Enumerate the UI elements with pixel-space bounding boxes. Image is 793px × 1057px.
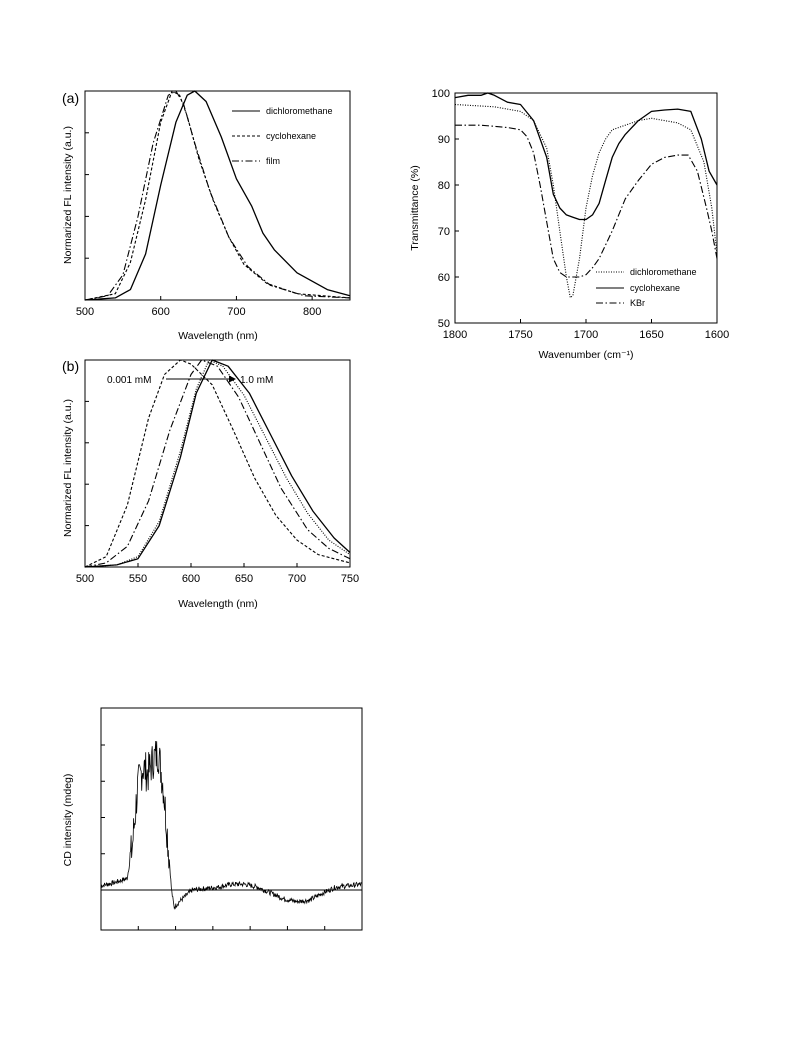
chart-b-x-tick-label: 550	[129, 573, 147, 585]
chart-b-x-tick-label: 700	[288, 573, 306, 585]
chart-ir-legend-label: KBr	[630, 298, 645, 308]
chart-ir-x-tick-label: 1700	[574, 329, 598, 341]
chart-b-panel-label: (b)	[62, 358, 79, 374]
chart-a-series-dichloromethane	[84, 90, 351, 301]
chart-ir-y-tick-label: 90	[438, 134, 450, 146]
chart-b-x-tick-label: 650	[235, 573, 253, 585]
chart-b-x-tick-label: 750	[341, 573, 359, 585]
chart-ir-y-tick-label: 100	[432, 88, 450, 100]
chart-ir-legend: dichloromethane cyclohexane KBr	[596, 267, 697, 308]
chart-ir-y-axis-label: Transmittance (%)	[409, 165, 421, 250]
chart-ir-legend-label: cyclohexane	[630, 283, 680, 293]
chart-ir-legend-label: dichloromethane	[630, 267, 697, 277]
chart-b-series	[84, 359, 351, 568]
chart-b-ticks: 500 550 600 650 700 750	[76, 359, 359, 585]
chart-a-x-tick-label: 500	[76, 306, 94, 318]
chart-cd-y-axis-label: CD intensity (mdeg)	[62, 774, 74, 867]
chart-ir-x-axis-label: Wavenumber (cm⁻¹)	[539, 349, 634, 361]
chart-ir: Wavenumber (cm⁻¹) Transmittance (%) 1800…	[409, 88, 729, 361]
chart-ir-y-tick-label: 60	[438, 272, 450, 284]
chart-b: (b) Wavelength (nm) Normarized FL intens…	[62, 358, 359, 610]
chart-ir-x-tick-label: 1750	[508, 329, 532, 341]
chart-b-x-tick-label: 500	[76, 573, 94, 585]
chart-a-series-cyclohexane	[84, 90, 351, 301]
chart-a-legend: dichloromethane cyclohexane film	[232, 106, 333, 166]
chart-b-annotation-end: 1.0 mM	[240, 375, 273, 386]
chart-a-series	[84, 90, 351, 301]
chart-b-series-line-1	[84, 359, 351, 568]
chart-ir-y-tick-label: 50	[438, 318, 450, 330]
chart-cd-ticks	[101, 744, 326, 930]
chart-a: (a) Wavelength (nm) Normarized FL intens…	[62, 90, 351, 342]
chart-b-x-tick-label: 600	[182, 573, 200, 585]
chart-ir-ticks: 1800 1750 1700 1650 1600 50 60 70 80 90 100	[432, 88, 730, 341]
chart-ir-y-tick-label: 80	[438, 180, 450, 192]
chart-a-frame	[84, 90, 351, 301]
chart-a-x-tick-label: 600	[152, 306, 170, 318]
chart-ir-series-kbr	[455, 124, 718, 278]
chart-b-annotation-arrowhead	[229, 375, 236, 383]
chart-ir-x-tick-label: 1650	[639, 329, 663, 341]
chart-ir-series-cyclohexane	[454, 92, 718, 221]
chart-a-legend-label: dichloromethane	[266, 106, 333, 116]
chart-ir-x-tick-label: 1800	[443, 329, 467, 341]
chart-ir-x-tick-label: 1600	[705, 329, 729, 341]
chart-a-ticks: 500 600 700 800	[76, 90, 321, 318]
chart-a-panel-label: (a)	[62, 90, 79, 106]
chart-b-series-line-3	[84, 359, 351, 568]
chart-b-series-line-2	[84, 359, 351, 568]
chart-b-series-line-4	[84, 359, 351, 568]
chart-b-x-axis-label: Wavelength (nm)	[178, 598, 258, 610]
chart-ir-series-dichloromethane	[454, 103, 718, 299]
chart-a-legend-label: cyclohexane	[266, 131, 316, 141]
chart-cd-series-line-1	[100, 740, 363, 910]
chart-cd-series	[100, 740, 363, 910]
chart-a-series-film	[84, 90, 351, 301]
chart-cd: CD intensity (mdeg)	[62, 707, 363, 931]
chart-b-y-axis-label: Normarized FL intensity (a.u.)	[62, 399, 74, 537]
chart-ir-y-tick-label: 70	[438, 226, 450, 238]
chart-a-x-axis-label: Wavelength (nm)	[178, 330, 258, 342]
chart-a-legend-label: film	[266, 156, 280, 166]
chart-b-frame	[84, 359, 351, 568]
chart-cd-frame	[100, 707, 363, 931]
chart-b-annotation-start: 0.001 mM	[107, 375, 151, 386]
chart-a-x-tick-label: 800	[303, 306, 321, 318]
chart-a-y-axis-label: Normarized FL intensity (a.u.)	[62, 126, 74, 264]
chart-ir-series	[454, 92, 718, 299]
chart-a-x-tick-label: 700	[227, 306, 245, 318]
